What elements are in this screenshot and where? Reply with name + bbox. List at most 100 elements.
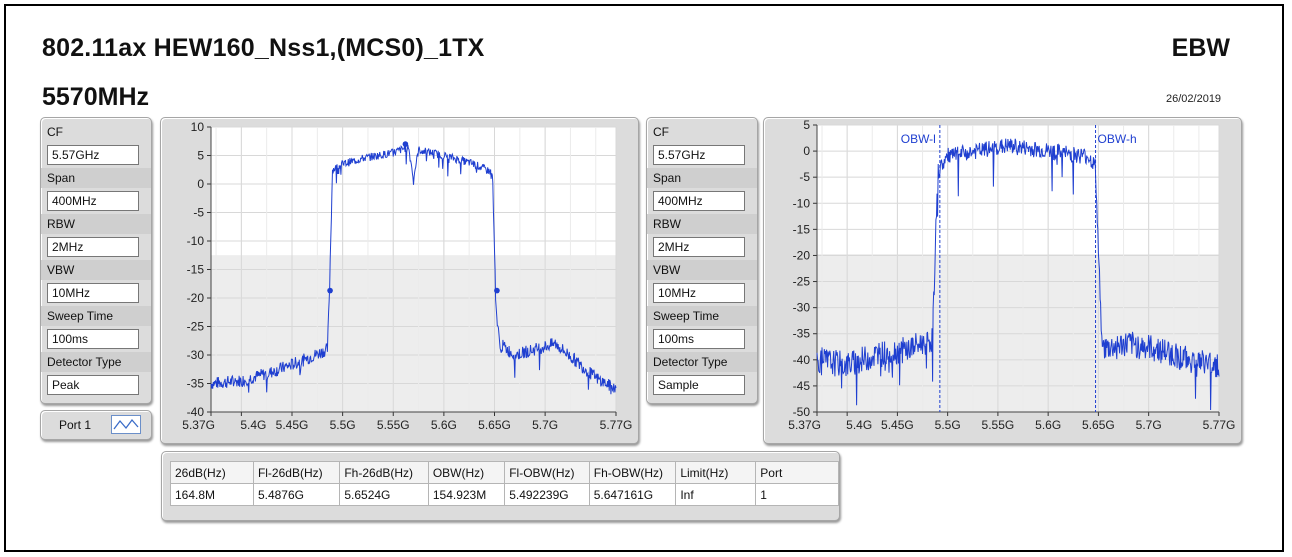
setting-label-cf: CF xyxy=(653,125,669,139)
setting-value-rbw[interactable]: 2MHz xyxy=(47,237,139,257)
column-header: 26dB(Hz) xyxy=(170,461,254,484)
x-tick-label: 5.65G xyxy=(478,418,511,432)
spectrum-trace xyxy=(816,138,1220,411)
x-tick-label: 5.4G xyxy=(240,418,266,432)
setting-label-sweep-time: Sweep Time xyxy=(647,306,757,326)
setting-label-vbw: VBW xyxy=(647,260,757,280)
setting-value-sweep-time[interactable]: 100ms xyxy=(47,329,139,349)
setting-value-cf[interactable]: 5.57GHz xyxy=(47,145,139,165)
x-tick-label: 5.55G xyxy=(982,418,1015,432)
setting-value-span[interactable]: 400MHz xyxy=(47,191,139,211)
setting-value-rbw[interactable]: 2MHz xyxy=(653,237,745,257)
column-header: OBW(Hz) xyxy=(427,461,506,484)
setting-label-detector: Detector Type xyxy=(41,352,151,372)
y-tick-label: 0 xyxy=(803,144,810,158)
setting-value-detector[interactable]: Peak xyxy=(47,375,139,395)
y-tick-label: -5 xyxy=(799,170,810,184)
y-tick-label: -20 xyxy=(187,291,205,305)
x-tick-label: 5.5G xyxy=(330,418,356,432)
plot-shade xyxy=(211,255,616,412)
y-tick-label: -40 xyxy=(187,405,205,419)
marker-point xyxy=(327,287,333,294)
plot-area xyxy=(211,127,616,256)
spectrum-chart-right: 5 0 -5 -10 -15 -20 -25 -30 -35 -40 -45 -505.37G 5.4G… xyxy=(788,118,1236,432)
column-header: Fh-OBW(Hz) xyxy=(588,461,677,484)
setting-value-sweep-time[interactable]: 100ms xyxy=(653,329,745,349)
setting-label-cf: CF xyxy=(47,125,63,139)
plot-area xyxy=(817,125,1219,255)
results-table: 26dB(Hz) Fl-26dB(Hz) Fh-26dB(Hz) OBW(Hz)… xyxy=(170,461,839,506)
y-tick-label: -20 xyxy=(793,248,811,262)
setting-label-rbw: RBW xyxy=(41,214,151,234)
y-tick-label: -25 xyxy=(793,275,811,289)
trace-icon[interactable] xyxy=(111,415,141,434)
setting-label-span: Span xyxy=(647,168,757,188)
y-tick-label: 0 xyxy=(197,177,204,191)
y-tick-label: 5 xyxy=(803,118,810,132)
y-tick-label: -15 xyxy=(793,222,811,236)
column-header: Limit(Hz) xyxy=(675,461,757,484)
x-tick-label: 5.7G xyxy=(1136,418,1162,432)
obw-label: OBW-h xyxy=(1098,132,1137,146)
x-tick-label: 5.45G xyxy=(881,418,914,432)
y-tick-label: -25 xyxy=(187,320,205,334)
setting-label-sweep-time: Sweep Time xyxy=(41,306,151,326)
x-tick-label: 5.7G xyxy=(532,418,558,432)
plot-area-lower xyxy=(211,255,616,412)
y-tick-label: -45 xyxy=(793,379,811,393)
setting-value-vbw[interactable]: 10MHz xyxy=(653,283,745,303)
y-tick-label: -30 xyxy=(793,301,811,315)
y-tick-label: -35 xyxy=(793,327,811,341)
report-date: 26/02/2019 xyxy=(1166,93,1222,105)
y-tick-label: -10 xyxy=(793,196,811,210)
setting-label-span: Span xyxy=(41,168,151,188)
chart-panel-left: 10 5 0 -5 -10 -15 -20 -25 -30 -35 -40 5.37G 5.4G 5.45… xyxy=(160,117,639,444)
table-cell: 5.647161G xyxy=(588,483,677,506)
setting-value-vbw[interactable]: 10MHz xyxy=(47,283,139,303)
obw-label: OBW-l xyxy=(901,132,936,146)
x-tick-label: 5.37G xyxy=(788,418,821,432)
column-header: Fl-26dB(Hz) xyxy=(252,461,341,484)
x-tick-label: 5.37G xyxy=(182,418,215,432)
setting-label-detector: Detector Type xyxy=(647,352,757,372)
table-header-row: 26dB(Hz) Fl-26dB(Hz) Fh-26dB(Hz) OBW(Hz)… xyxy=(170,461,839,484)
table-cell: Inf xyxy=(675,483,757,506)
y-tick-label: -30 xyxy=(187,348,205,362)
x-tick-label: 5.6G xyxy=(1035,418,1061,432)
x-tick-label: 5.77G xyxy=(600,418,633,432)
x-tick-label: 5.77G xyxy=(1203,418,1236,432)
column-header: Fh-26dB(Hz) xyxy=(339,461,429,484)
y-tick-label: 5 xyxy=(197,149,204,163)
chart-panel-right: 5 0 -5 -10 -15 -20 -25 -30 -35 -40 -45 -50 5.37G 5.4G… xyxy=(763,117,1242,444)
marker-point xyxy=(494,287,500,294)
measurement-title: EBW xyxy=(1171,34,1230,62)
table-cell: 5.4876G xyxy=(252,483,341,506)
x-tick-label: 5.6G xyxy=(431,418,457,432)
settings-panel-right: CF 5.57GHz Span 400MHz RBW 2MHz VBW 10MH… xyxy=(646,117,758,404)
setting-label-vbw: VBW xyxy=(41,260,151,280)
x-tick-label: 5.55G xyxy=(377,418,410,432)
table-cell: 1 xyxy=(755,483,839,506)
x-tick-label: 5.5G xyxy=(935,418,961,432)
y-tick-label: -40 xyxy=(793,353,811,367)
table-cell: 154.923M xyxy=(427,483,506,506)
table-cell: 5.6524G xyxy=(339,483,429,506)
frequency-title: 5570MHz xyxy=(42,83,149,111)
report-frame xyxy=(4,4,1284,552)
y-tick-label: -5 xyxy=(193,206,204,220)
x-tick-label: 5.65G xyxy=(1082,418,1115,432)
port-selector[interactable]: Port 1 xyxy=(40,410,152,440)
results-table-panel: 26dB(Hz) Fl-26dB(Hz) Fh-26dB(Hz) OBW(Hz)… xyxy=(161,451,840,521)
setting-value-span[interactable]: 400MHz xyxy=(653,191,745,211)
setting-value-detector[interactable]: Sample xyxy=(653,375,745,395)
x-tick-label: 5.4G xyxy=(846,418,872,432)
marker-point xyxy=(402,141,409,147)
column-header: Port xyxy=(755,461,839,484)
plot-area-lower xyxy=(817,254,1219,412)
setting-value-cf[interactable]: 5.57GHz xyxy=(653,145,745,165)
page-title: 802.11ax HEW160_Nss1,(MCS0)_1TX xyxy=(42,34,485,62)
table-cell: 164.8M xyxy=(170,483,254,506)
column-header: Fl-OBW(Hz) xyxy=(504,461,590,484)
y-tick-label: -35 xyxy=(187,377,205,391)
table-cell: 5.492239G xyxy=(504,483,590,506)
